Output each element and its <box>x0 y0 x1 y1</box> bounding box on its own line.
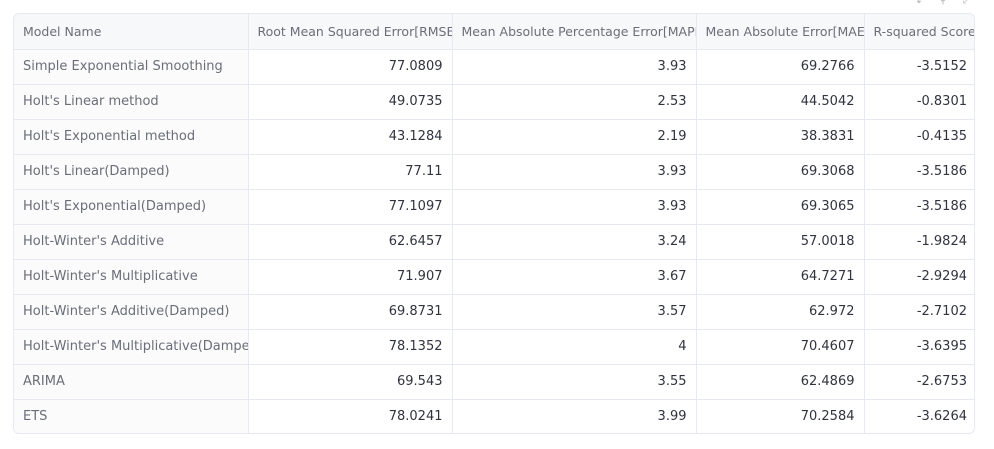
table-row: Holt-Winter's Multiplicative 71.907 3.67 64… <box>14 259 974 295</box>
cell-rmse[interactable]: 78.1352 <box>248 329 453 365</box>
metrics-table: Model Name Root Mean Squared Error[RMSE]… <box>13 13 975 434</box>
cell-rmse[interactable]: 49.0735 <box>248 84 453 120</box>
cell-mape[interactable]: 3.57 <box>452 294 697 330</box>
cell-r-squared[interactable]: -2.7102 <box>864 294 974 330</box>
cell-r-squared[interactable]: -3.6395 <box>864 329 974 365</box>
cell-mape[interactable]: 3.93 <box>452 49 697 85</box>
cell-r-squared[interactable]: -3.6264 <box>916 409 967 425</box>
cell-r-squared[interactable]: -2.6753 <box>864 364 974 400</box>
cell-mape[interactable]: 3.93 <box>452 154 697 190</box>
table-row: Holt-Winter's Additive(Damped) 69.8731 3.5… <box>14 294 974 330</box>
cell-mae[interactable]: 69.2766 <box>696 49 865 85</box>
cell-model-name[interactable]: Holt-Winter's Multiplicative <box>14 259 249 295</box>
table-row: Holt's Linear(Damped) 77.11 3.93 69.3068 -3.… <box>14 154 974 190</box>
table-row: Simple Exponential Smoothing 77.0809 3.93 6… <box>14 49 974 85</box>
header-row: Model Name Root Mean Squared Error[RMSE]… <box>14 14 974 50</box>
table-toolbar: ↧ ⚲ ⤢ <box>912 0 974 6</box>
cell-mae[interactable]: 69.3068 <box>696 154 865 190</box>
cell-rmse[interactable]: 78.0241 <box>248 399 453 433</box>
cell-r-squared[interactable]: -3.5152 <box>864 49 974 85</box>
table-row: Holt's Linear method 49.0735 2.53 44.5042 -0… <box>14 84 974 120</box>
cell-mae[interactable]: 69.3065 <box>696 189 865 225</box>
cell-mape[interactable]: 3.55 <box>452 364 697 400</box>
table-row: Holt's Exponential method 43.1284 2.19 38.3… <box>14 119 974 155</box>
cell-mae[interactable]: 70.4607 <box>696 329 865 365</box>
cell-mae[interactable]: 57.0018 <box>696 224 865 260</box>
cell-mape[interactable]: 3.24 <box>452 224 697 260</box>
cell-mape[interactable]: 3.99 <box>452 399 697 433</box>
cell-mae[interactable]: 62.972 <box>696 294 865 330</box>
cell-mape[interactable]: 4 <box>452 329 697 365</box>
cell-rmse[interactable]: 43.1284 <box>248 119 453 155</box>
cell-rmse[interactable]: 69.8731 <box>248 294 453 330</box>
column-header-mae[interactable]: Mean Absolute Error[MAE] <box>696 14 865 50</box>
cell-mae[interactable]: 70.2584 <box>696 399 865 433</box>
cell-r-squared[interactable]: -3.5186 <box>864 154 974 190</box>
column-header-r-squared[interactable]: R-squared Score <box>864 14 974 50</box>
table-row: ARIMA 69.543 3.55 62.4869 -2.6753 <box>14 364 974 400</box>
column-header-rmse[interactable]: Root Mean Squared Error[RMSE] <box>248 14 453 50</box>
cell-r-squared[interactable]: -0.4135 <box>864 119 974 155</box>
cell-model-name[interactable]: ARIMA <box>14 364 249 400</box>
column-header-model-name[interactable]: Model Name <box>14 14 249 50</box>
cell-rmse[interactable]: 77.0809 <box>248 49 453 85</box>
cell-model-name[interactable]: Holt's Linear method <box>14 84 249 120</box>
cell-model-name[interactable]: Holt's Exponential method <box>14 119 249 155</box>
cell-r-squared[interactable]: -3.5186 <box>864 189 974 225</box>
table-row: Holt-Winter's Multiplicative(Damped) 78.1… <box>14 329 974 365</box>
table-row: Holt's Exponential(Damped) 77.1097 3.93 69.… <box>14 189 974 225</box>
search-icon[interactable]: ⚲ <box>939 0 947 6</box>
table-body: Simple Exponential Smoothing 77.0809 3.93 6… <box>14 49 974 433</box>
cell-model-name[interactable]: Holt-Winter's Additive <box>14 224 249 260</box>
cell-rmse[interactable]: 77.11 <box>248 154 453 190</box>
cell-rmse[interactable]: 69.543 <box>248 364 453 400</box>
cell-mape[interactable]: 2.19 <box>452 119 697 155</box>
cell-mape[interactable]: 3.93 <box>452 189 697 225</box>
cell-model-name[interactable]: Holt-Winter's Multiplicative(Damped) <box>14 329 249 365</box>
cell-model-name[interactable]: Holt's Exponential(Damped) <box>14 189 249 225</box>
cell-r-squared[interactable]: -0.8301 <box>864 84 974 120</box>
column-header-mape[interactable]: Mean Absolute Percentage Error[MAPE] <box>452 14 697 50</box>
cell-mae[interactable]: 44.5042 <box>696 84 865 120</box>
download-icon[interactable]: ↧ <box>914 0 924 6</box>
cell-mape[interactable]: 3.67 <box>452 259 697 295</box>
cell-model-name[interactable]: ETS <box>14 399 249 433</box>
table-row: Holt-Winter's Additive 62.6457 3.24 57.0018… <box>14 224 974 260</box>
cell-rmse[interactable]: 77.1097 <box>248 189 453 225</box>
cell-r-squared[interactable]: -1.9824 <box>864 224 974 260</box>
cell-mae[interactable]: 38.3831 <box>696 119 865 155</box>
table-row: ETS 78.0241 3.99 70.2584 -3.6264 <box>14 399 974 433</box>
cell-model-name[interactable]: Holt-Winter's Additive(Damped) <box>14 294 249 330</box>
cell-mae[interactable]: 62.4869 <box>696 364 865 400</box>
cell-rmse[interactable]: 62.6457 <box>248 224 453 260</box>
cell-model-name[interactable]: Holt's Linear(Damped) <box>14 154 249 190</box>
cell-rmse[interactable]: 71.907 <box>248 259 453 295</box>
cell-mae[interactable]: 64.7271 <box>696 259 865 295</box>
cell-mape[interactable]: 2.53 <box>452 84 697 120</box>
cell-model-name[interactable]: Simple Exponential Smoothing <box>14 49 249 85</box>
cell-r-squared[interactable]: -2.9294 <box>864 259 974 295</box>
fullscreen-icon[interactable]: ⤢ <box>963 0 971 6</box>
metrics-table-grid: Model Name Root Mean Squared Error[RMSE]… <box>14 14 974 433</box>
